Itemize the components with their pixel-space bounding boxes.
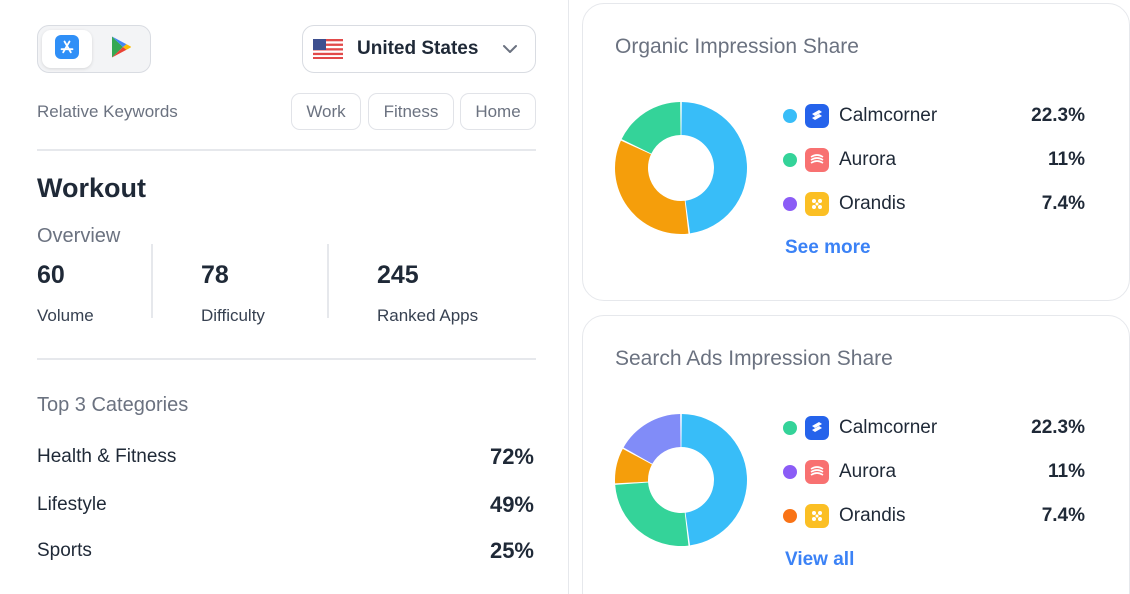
ads-share-title: Search Ads Impression Share [615, 347, 893, 370]
legend-row-calmcorner: Calmcorner 22.3% [783, 413, 1085, 443]
legend-value: 7.4% [1041, 505, 1085, 526]
keyword-chip-fitness[interactable]: Fitness [368, 93, 454, 130]
calmcorner-app-icon [805, 104, 829, 128]
legend-app-name: Calmcorner [839, 105, 938, 126]
category-name: Health & Fitness [37, 446, 177, 467]
aurora-app-icon [805, 148, 829, 172]
metric-separator [327, 244, 329, 318]
orandis-app-icon [805, 504, 829, 528]
store-switch [37, 25, 151, 73]
legend-dot [783, 421, 797, 435]
organic-donut-chart [615, 102, 747, 234]
overview-label: Overview [37, 225, 121, 247]
donut-segment [615, 448, 652, 484]
legend-value: 11% [1048, 461, 1085, 482]
keyword-chip-work[interactable]: Work [291, 93, 361, 130]
legend-row-aurora: Aurora 11% [783, 145, 1085, 175]
legend-row-calmcorner: Calmcorner 22.3% [783, 101, 1085, 131]
volume-label: Volume [37, 306, 94, 325]
legend-dot [783, 153, 797, 167]
calmcorner-app-icon [805, 416, 829, 440]
volume-value: 60 [37, 261, 65, 289]
category-value: 25% [489, 538, 534, 563]
divider [37, 358, 536, 360]
search-ads-impression-share-card: Search Ads Impression Share Calmcorner 2… [582, 315, 1130, 594]
legend-app-name: Aurora [839, 149, 897, 170]
country-select[interactable]: United States [302, 25, 536, 73]
country-name: United States [357, 38, 479, 59]
legend-dot [783, 509, 797, 523]
legend-value: 7.4% [1041, 193, 1085, 214]
legend-value: 22.3% [1031, 417, 1085, 438]
aurora-app-icon [805, 460, 829, 484]
difficulty-label: Difficulty [201, 306, 265, 325]
donut-segment [615, 140, 689, 234]
ranked-apps-value: 245 [377, 261, 419, 289]
view-all-link[interactable]: View all [785, 549, 855, 570]
keyword-chip-home[interactable]: Home [460, 93, 536, 130]
organic-share-title: Organic Impression Share [615, 35, 859, 58]
ranked-apps-label: Ranked Apps [377, 306, 479, 325]
chevron-down-icon [501, 40, 519, 63]
organic-impression-share-card: Organic Impression Share Calmcorner 22.3… [582, 3, 1130, 301]
google-play-button[interactable] [96, 30, 146, 68]
legend-row-orandis: Orandis 7.4% [783, 501, 1085, 531]
see-more-link[interactable]: See more [785, 237, 871, 258]
donut-segment [681, 102, 747, 234]
metric-separator [151, 244, 153, 318]
legend-value: 22.3% [1031, 105, 1085, 126]
donut-segment [615, 482, 689, 546]
donut-segment [681, 414, 747, 546]
orandis-app-icon [805, 192, 829, 216]
legend-dot [783, 109, 797, 123]
donut-segment [623, 414, 681, 464]
category-name: Sports [37, 540, 92, 561]
legend-dot [783, 197, 797, 211]
ads-donut-chart [615, 414, 747, 546]
legend-dot [783, 465, 797, 479]
app-store-button[interactable] [42, 30, 92, 68]
legend-app-name: Orandis [839, 193, 906, 214]
legend-row-orandis: Orandis 7.4% [783, 189, 1085, 219]
category-value: 72% [489, 444, 534, 469]
keyword-title: Workout [37, 173, 146, 203]
category-value: 49% [489, 492, 534, 517]
legend-row-aurora: Aurora 11% [783, 457, 1085, 487]
legend-app-name: Calmcorner [839, 417, 938, 438]
category-name: Lifestyle [37, 494, 107, 515]
donut-segment [621, 102, 681, 154]
keyword-details-card: United States Relative Keywords Work Fit… [0, 0, 569, 594]
google-play-icon [110, 35, 132, 64]
difficulty-value: 78 [201, 261, 229, 289]
legend-app-name: Orandis [839, 505, 906, 526]
app-store-icon [55, 34, 79, 64]
us-flag-icon [313, 39, 343, 59]
top-categories-heading: Top 3 Categories [37, 394, 189, 416]
legend-value: 11% [1048, 149, 1085, 170]
relative-keywords-label: Relative Keywords [37, 102, 178, 121]
divider [37, 149, 536, 151]
legend-app-name: Aurora [839, 461, 897, 482]
